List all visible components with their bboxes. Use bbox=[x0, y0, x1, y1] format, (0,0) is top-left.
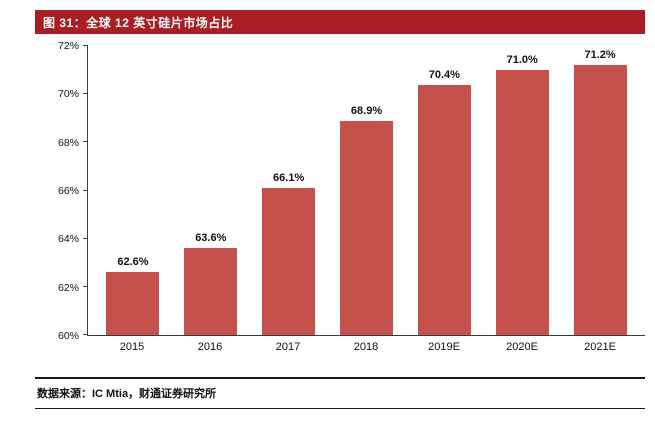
x-axis-label: 2016 bbox=[197, 341, 223, 353]
bar-value-label: 68.9% bbox=[350, 104, 383, 117]
x-axis-label: 2020E bbox=[506, 341, 538, 353]
y-tick-mark bbox=[83, 189, 88, 191]
y-tick-mark bbox=[83, 285, 88, 287]
y-tick-label: 68% bbox=[57, 136, 79, 149]
y-tick-label: 72% bbox=[57, 40, 79, 52]
bar-value-label: 71.2% bbox=[584, 49, 616, 62]
x-axis-label: 2015 bbox=[119, 341, 145, 353]
plot-area: 62.6% 63.6% 66.1% 68.9% 70.4% 71.0% 71.2% bbox=[83, 45, 645, 336]
bar-value-label: 71.0% bbox=[506, 54, 538, 67]
source-footer: 数据来源：IC Mtia，财通证券研究所 bbox=[35, 377, 645, 409]
y-tick-mark bbox=[83, 237, 88, 239]
bar-value-label: 63.6% bbox=[195, 232, 227, 245]
footer-bottom-rule bbox=[35, 408, 645, 409]
bar-group: 66.1% bbox=[250, 46, 328, 335]
x-axis-label: 2021E bbox=[584, 341, 616, 353]
x-axis-label: 2019E bbox=[428, 341, 460, 353]
figure-title-bar: 图 31：全球 12 英寸硅片市场占比 bbox=[35, 10, 645, 34]
bar-group: 71.0% bbox=[483, 46, 561, 335]
x-axis-labels: 2015 2016 2017 2018 2019E 2020E 2021E bbox=[87, 341, 645, 353]
bar-value-label: 66.1% bbox=[273, 172, 305, 185]
bar-group: 70.4% bbox=[405, 46, 483, 335]
bar-value-label: 62.6% bbox=[117, 256, 149, 269]
figure-title: 图 31：全球 12 英寸硅片市场占比 bbox=[43, 16, 234, 30]
y-tick-mark bbox=[83, 93, 88, 95]
bar bbox=[184, 248, 238, 335]
data-source-text: 数据来源：IC Mtia，财通证券研究所 bbox=[37, 388, 217, 400]
footer-top-rule bbox=[35, 377, 645, 379]
bar-value-label: 70.4% bbox=[428, 68, 460, 81]
y-tick-label: 64% bbox=[57, 233, 79, 246]
bar-group: 63.6% bbox=[172, 46, 250, 335]
bar-group: 71.2% bbox=[561, 46, 639, 335]
y-tick-mark bbox=[83, 334, 88, 335]
y-tick-label: 60% bbox=[57, 330, 79, 342]
y-tick-mark bbox=[83, 45, 88, 46]
y-tick-label: 62% bbox=[57, 281, 79, 294]
bar bbox=[262, 188, 316, 335]
y-tick-label: 70% bbox=[57, 88, 79, 101]
figure-container: 图 31：全球 12 英寸硅片市场占比 60% 62% 64% 66% 68% 70% 72… bbox=[0, 10, 655, 431]
y-tick-mark bbox=[83, 141, 88, 143]
x-axis-label: 2018 bbox=[353, 341, 379, 353]
bar-group: 62.6% bbox=[94, 46, 172, 335]
y-axis-labels: 60% 62% 64% 66% 68% 70% 72% bbox=[35, 40, 87, 342]
bar bbox=[106, 272, 160, 335]
bar bbox=[417, 84, 471, 335]
bar bbox=[495, 70, 549, 335]
bars-container: 62.6% 63.6% 66.1% 68.9% 70.4% 71.0% 71.2% bbox=[88, 46, 645, 335]
bar-chart: 60% 62% 64% 66% 68% 70% 72% 62.6% 63.6% 66.1% 68.… bbox=[35, 40, 645, 353]
x-axis-label: 2017 bbox=[275, 341, 301, 353]
bar bbox=[573, 65, 627, 335]
plot-column: 62.6% 63.6% 66.1% 68.9% 70.4% 71.0% 71.2% 2015… bbox=[83, 45, 645, 353]
figure-inner: 图 31：全球 12 英寸硅片市场占比 60% 62% 64% 66% 68% 70% 72… bbox=[35, 10, 645, 409]
y-tick-label: 66% bbox=[57, 185, 79, 197]
bar-group: 68.9% bbox=[328, 46, 406, 335]
bar bbox=[340, 120, 393, 335]
